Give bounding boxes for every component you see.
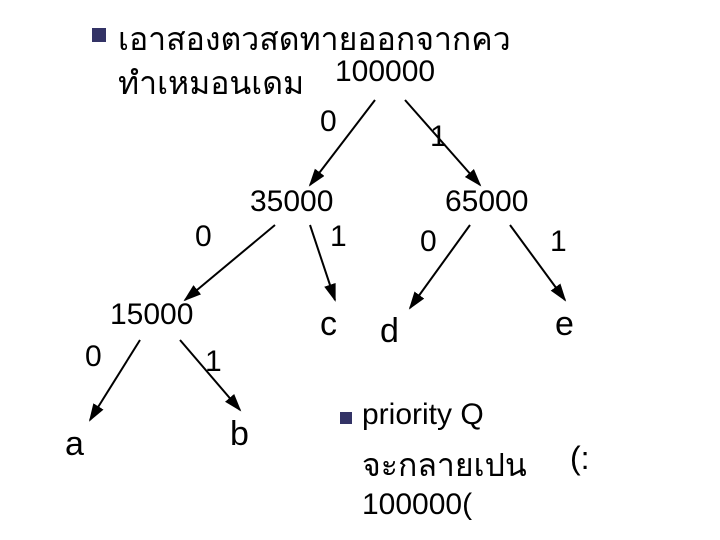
note-text4: 100000( xyxy=(362,488,472,522)
title-line-2: ทำเหมอนเดม xyxy=(118,58,304,109)
note-text1: priority Q xyxy=(362,398,484,432)
node-left1: 35000 xyxy=(250,185,333,219)
note-text2: จะกลายเปน xyxy=(362,440,527,491)
node-left2: 15000 xyxy=(110,298,193,332)
leaf-d: d xyxy=(380,312,399,351)
edge-left1-1: 1 xyxy=(330,220,347,254)
leaf-a: a xyxy=(65,425,84,464)
diagram-canvas: เอาสองตวสดทายออกจากคว ทำเหมอนเดม 100000 … xyxy=(0,0,720,540)
note-text3: (: xyxy=(570,440,590,477)
edge-right1-1: 1 xyxy=(550,225,567,259)
edge-left1-0: 0 xyxy=(195,220,212,254)
leaf-c: c xyxy=(320,305,337,344)
leaf-b: b xyxy=(230,415,249,454)
node-root: 100000 xyxy=(335,55,435,89)
title-bullet xyxy=(92,28,106,42)
node-right1: 65000 xyxy=(445,185,528,219)
edge-root-1: 1 xyxy=(430,120,447,154)
leaf-e: e xyxy=(555,305,574,344)
edge-root-0: 0 xyxy=(320,105,337,139)
edge-right1-0: 0 xyxy=(420,225,437,259)
edge-left2-0: 0 xyxy=(85,340,102,374)
edge-left2-1: 1 xyxy=(205,345,222,379)
note-bullet xyxy=(340,412,352,424)
